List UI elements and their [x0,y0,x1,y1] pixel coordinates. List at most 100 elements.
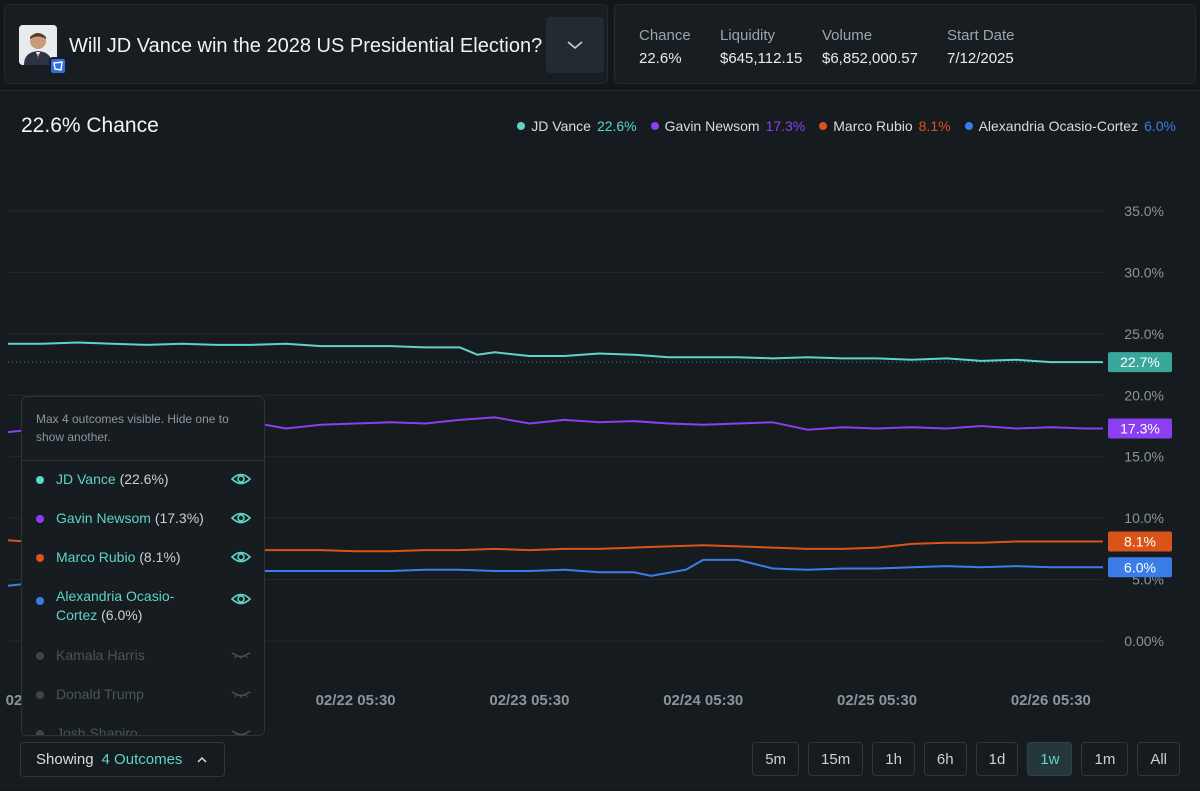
range-button-1h[interactable]: 1h [872,742,915,776]
popover-note: Max 4 outcomes visible. Hide one to show… [36,412,229,444]
stat-volume: Volume $6,852,000.57 [822,27,918,67]
outcome-label: Josh Shapiro [56,724,216,736]
y-tick-label: 35.0% [1124,203,1164,219]
top-bar: Will JD Vance win the 2028 US Presidenti… [0,0,1200,88]
range-button-5m[interactable]: 5m [752,742,800,776]
end-label-box [1108,557,1172,578]
legend-name: Alexandria Ocasio-Cortez [978,118,1139,134]
outcome-dot [36,554,44,562]
outcome-pct: (22.6%) [119,471,169,487]
y-tick-label: 25.0% [1124,326,1164,342]
market-avatar [19,25,57,65]
outcome-name: Kamala Harris [56,647,145,663]
end-label-box [1108,418,1172,439]
end-label-box [1108,352,1172,373]
legend-dot [650,122,659,130]
y-tick-label: 10.0% [1124,510,1164,526]
stat-chance: Chance 22.6% [639,27,691,67]
popover-divider [22,460,264,461]
chance-heading: 22.6% Chance [21,114,159,137]
showing-value: 4 Outcomes [101,751,183,768]
legend-item-aoc: Alexandria Ocasio-Cortez 6.0% [964,118,1176,134]
eye-icon[interactable] [230,470,252,493]
outcome-name: Marco Rubio [56,549,136,565]
y-tick-label: 20.0% [1124,387,1164,403]
time-range-group: 5m 15m 1h 6h 1d 1w 1m All [752,742,1180,776]
y-tick-label: 30.0% [1124,264,1164,280]
outcome-dot [36,691,44,699]
stat-label: Volume [822,27,873,44]
legend-dot [819,122,828,130]
eye-icon[interactable] [230,590,252,613]
series-line [8,341,1103,364]
x-tick-label: 02/23 05:30 [489,692,569,709]
market-card: Will JD Vance win the 2028 US Presidenti… [4,4,608,84]
platform-badge-icon [49,57,67,75]
outcome-pct: (6.0%) [101,607,143,623]
outcome-pct: (8.1%) [139,549,181,565]
x-tick-label: 02 [6,692,23,709]
showing-prefix: Showing [36,751,94,768]
stat-value: $6,852,000.57 [822,50,918,67]
end-label-text: 17.3% [1120,420,1160,436]
legend-item-vance: JD Vance 22.6% [517,118,637,134]
outcome-dot [36,515,44,523]
eye-icon[interactable] [230,509,252,532]
range-button-1m[interactable]: 1m [1081,742,1129,776]
end-label-text: 22.7% [1120,354,1160,370]
stat-label: Chance [639,27,691,44]
range-button-all[interactable]: All [1137,742,1180,776]
outcome-pct: (17.3%) [154,510,204,526]
stat-value: 7/12/2025 [947,50,1014,67]
legend-value: 6.0% [1144,118,1176,134]
outcome-label: Alexandria Ocasio-Cortez (6.0%) [56,587,196,625]
outcome-label: Kamala Harris [56,646,216,665]
end-label-box [1108,531,1172,552]
range-button-6h[interactable]: 6h [923,742,967,776]
outcome-label: Donald Trump [56,685,216,704]
eye-closed-icon[interactable] [230,685,252,708]
chevron-up-icon [197,756,207,763]
stat-liquidity: Liquidity $645,112.15 [720,27,802,67]
range-button-1d[interactable]: 1d [975,742,1019,776]
x-tick-label: 02/24 05:30 [663,692,743,709]
range-button-1w[interactable]: 1w [1027,742,1073,776]
stat-label: Start Date [947,27,1015,44]
outcome-name: Alexandria Ocasio-Cortez [56,588,175,623]
x-tick-label: 02/26 05:30 [1011,692,1091,709]
outcome-label: Gavin Newsom (17.3%) [56,509,216,528]
outcome-dot [36,597,44,605]
outcome-dot [36,652,44,660]
y-tick-label: 15.0% [1124,449,1164,465]
outcome-name: Josh Shapiro [56,725,138,736]
eye-closed-icon[interactable] [230,724,252,735]
legend-name: Marco Rubio [833,118,913,134]
end-label-text: 8.1% [1124,533,1156,549]
legend-value: 17.3% [765,118,806,134]
stat-label: Liquidity [720,27,776,44]
outcome-label: Marco Rubio (8.1%) [56,548,216,567]
outcome-name: Donald Trump [56,686,144,702]
eye-closed-icon[interactable] [230,646,252,669]
end-label-text: 6.0% [1124,559,1156,575]
chart-legend: JD Vance 22.6% Gavin Newsom 17.3% Marco … [517,118,1176,134]
legend-dot [517,122,526,130]
x-tick-label: 02/22 05:30 [316,692,396,709]
outcome-name: JD Vance [56,471,116,487]
outcome-name: Gavin Newsom [56,510,151,526]
outcome-label: JD Vance (22.6%) [56,470,216,489]
legend-value: 8.1% [918,118,951,134]
outcome-dot [36,730,44,735]
showing-outcomes-button[interactable]: Showing 4 Outcomes [20,742,225,777]
market-title: Will JD Vance win the 2028 US Presidenti… [69,35,543,57]
range-button-15m[interactable]: 15m [808,742,864,776]
market-dropdown-button[interactable] [546,17,604,73]
stats-card: Chance 22.6% Liquidity $645,112.15 Volum… [614,4,1196,84]
stat-start-date: Start Date 7/12/2025 [947,27,1015,67]
legend-dot [964,122,973,130]
eye-icon[interactable] [230,548,252,571]
outcome-dot [36,476,44,484]
chart-card: 0.00% 5.0% 10.0% 15.0% 20.0% 25.0% 30.0% 35.0% 0… [0,90,1200,790]
legend-name: JD Vance [531,118,591,134]
outcomes-popover: Max 4 outcomes visible. Hide one to show… [21,396,265,736]
